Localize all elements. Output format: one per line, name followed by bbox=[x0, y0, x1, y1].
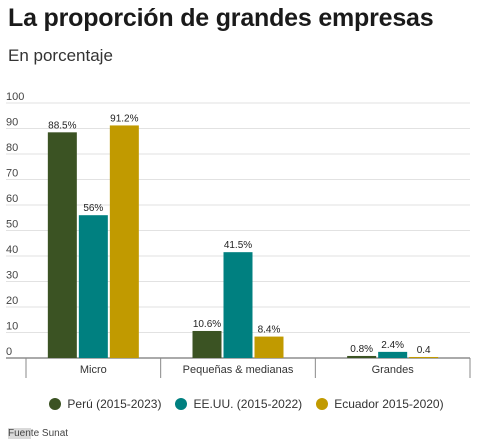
bar bbox=[110, 125, 139, 358]
bar bbox=[255, 337, 284, 358]
bar bbox=[79, 215, 108, 358]
bar-chart: 0 10 20 30 40 50 60 70 80 90 100 Micro 88.5% 56% 91.2%… bbox=[0, 0, 493, 395]
data-label: 2.4% bbox=[381, 340, 404, 351]
data-label: 8.4% bbox=[258, 325, 281, 336]
y-tick-label: 30 bbox=[6, 270, 18, 282]
y-tick-label: 100 bbox=[6, 91, 24, 103]
data-label: 88.5% bbox=[48, 120, 76, 131]
y-tick-label: 50 bbox=[6, 219, 18, 231]
data-label: 10.6% bbox=[193, 319, 221, 330]
data-label: 91.2% bbox=[110, 113, 138, 124]
legend-label: EE.UU. (2015-2022) bbox=[193, 397, 302, 411]
source-prefix: Fuen bbox=[8, 428, 31, 439]
bar bbox=[347, 356, 376, 358]
data-label: 41.5% bbox=[224, 240, 252, 251]
legend-item: EE.UU. (2015-2022) bbox=[175, 397, 302, 411]
legend-swatch bbox=[49, 398, 61, 410]
bar bbox=[409, 357, 438, 358]
legend-label: Perú (2015-2023) bbox=[67, 397, 161, 411]
bar bbox=[193, 331, 222, 358]
x-tick-label: Micro bbox=[80, 364, 107, 376]
data-label: 0.8% bbox=[350, 344, 373, 355]
x-tick-label: Grandes bbox=[372, 364, 415, 376]
y-tick-label: 90 bbox=[6, 117, 18, 129]
chart-legend: Perú (2015-2023) EE.UU. (2015-2022) Ecuado… bbox=[0, 397, 493, 411]
legend-swatch bbox=[316, 398, 328, 410]
y-tick-label: 40 bbox=[6, 244, 18, 256]
x-tick-label: Pequeñas & medianas bbox=[183, 364, 294, 376]
legend-item: Perú (2015-2023) bbox=[49, 397, 161, 411]
y-tick-label: 0 bbox=[6, 346, 12, 358]
legend-label: Ecuador 2015-2020) bbox=[334, 397, 443, 411]
y-tick-label: 20 bbox=[6, 295, 18, 307]
legend-swatch bbox=[175, 398, 187, 410]
bar bbox=[378, 352, 407, 358]
y-tick-label: 80 bbox=[6, 142, 18, 154]
y-tick-label: 10 bbox=[6, 321, 18, 333]
y-tick-label: 70 bbox=[6, 168, 18, 180]
bar bbox=[48, 132, 77, 358]
data-label: 0.4 bbox=[417, 345, 431, 356]
source-rest: te Sunat bbox=[31, 428, 68, 439]
y-tick-label: 60 bbox=[6, 193, 18, 205]
data-label: 56% bbox=[83, 203, 103, 214]
source-note: Fuente Sunat bbox=[8, 428, 68, 439]
legend-item: Ecuador 2015-2020) bbox=[316, 397, 443, 411]
bar bbox=[224, 252, 253, 358]
